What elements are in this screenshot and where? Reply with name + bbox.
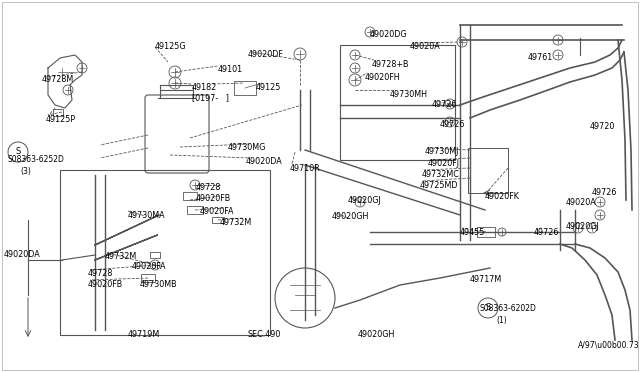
Text: 49455: 49455 [460, 228, 485, 237]
Text: 49730MB: 49730MB [140, 280, 178, 289]
Text: 49125P: 49125P [46, 115, 76, 124]
Text: 49730MG: 49730MG [228, 143, 266, 152]
Text: 49020DA: 49020DA [246, 157, 283, 166]
Text: 49725MD: 49725MD [420, 181, 458, 190]
Text: 49020FK: 49020FK [485, 192, 520, 201]
Text: 49728M: 49728M [42, 75, 74, 84]
Text: 49125G: 49125G [155, 42, 187, 51]
Text: (3): (3) [20, 167, 31, 176]
Text: 49182: 49182 [192, 83, 217, 92]
Bar [468, 148, 508, 193]
Text: 49732M: 49732M [105, 252, 137, 261]
Text: 49020FH: 49020FH [365, 73, 401, 82]
Text: 49020GJ: 49020GJ [348, 196, 381, 205]
Bar [150, 252, 160, 258]
Text: (1): (1) [496, 316, 507, 325]
Text: 49020FB: 49020FB [88, 280, 124, 289]
Bar [60, 170, 270, 335]
Text: 49761: 49761 [528, 53, 553, 62]
Text: 49732M: 49732M [220, 218, 252, 227]
Text: 49728: 49728 [196, 183, 221, 192]
Text: 49125: 49125 [256, 83, 282, 92]
Text: 49728+B: 49728+B [372, 60, 410, 69]
Text: 49020FB: 49020FB [196, 194, 231, 203]
Text: 49101: 49101 [218, 65, 243, 74]
Text: 49732MC: 49732MC [422, 170, 460, 179]
Text: 49020FA: 49020FA [200, 207, 234, 216]
Text: 49726: 49726 [440, 120, 465, 129]
Bar [234, 81, 256, 95]
Text: [0197-   ]: [0197- ] [192, 93, 229, 102]
Text: S08363-6252D: S08363-6252D [8, 155, 65, 164]
Bar [183, 192, 197, 200]
Text: 49730MJ: 49730MJ [425, 147, 460, 156]
Text: 49020FA: 49020FA [132, 262, 166, 271]
Text: 49710R: 49710R [290, 164, 321, 173]
Bar [212, 217, 224, 223]
Text: 49720: 49720 [590, 122, 616, 131]
Text: 49020A: 49020A [410, 42, 441, 51]
Bar [141, 274, 155, 282]
Text: 49728: 49728 [88, 269, 113, 278]
Text: 49020DG: 49020DG [370, 30, 408, 39]
Bar [340, 45, 455, 160]
Text: 49726: 49726 [534, 228, 559, 237]
Text: 49020DF: 49020DF [248, 50, 284, 59]
Text: 49020DA: 49020DA [4, 250, 41, 259]
Text: S: S [15, 148, 20, 157]
Bar [53, 109, 63, 115]
Bar [477, 227, 495, 237]
Text: 49726: 49726 [592, 188, 618, 197]
Text: 49717M: 49717M [470, 275, 502, 284]
Text: S08363-6202D: S08363-6202D [480, 304, 537, 313]
Text: 49020A: 49020A [566, 198, 596, 207]
Text: 49020GJ: 49020GJ [566, 222, 600, 231]
Text: 49730MH: 49730MH [390, 90, 428, 99]
Text: 49020GH: 49020GH [358, 330, 396, 339]
Text: S: S [485, 304, 491, 312]
Bar [187, 206, 203, 214]
Text: 49730MA: 49730MA [128, 211, 166, 220]
Text: 49020GH: 49020GH [332, 212, 369, 221]
Text: 49719M: 49719M [128, 330, 160, 339]
Text: 49726: 49726 [432, 100, 458, 109]
Text: A/97\u00b00.73: A/97\u00b00.73 [578, 340, 639, 349]
Text: 49020FJ: 49020FJ [428, 159, 460, 168]
Text: SEC.490: SEC.490 [248, 330, 282, 339]
